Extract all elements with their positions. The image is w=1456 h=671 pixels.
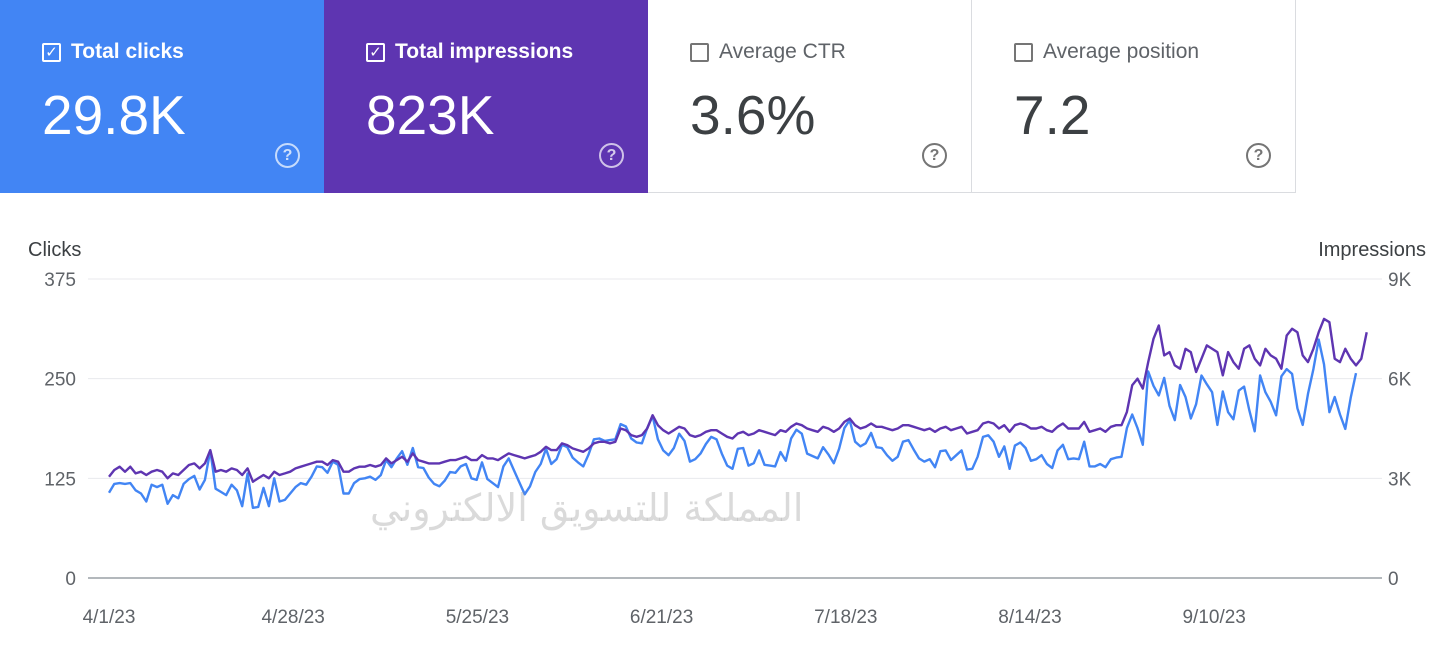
axis-ticks: 375 250 125 0 9K 6K 3K 0 4/1/23 4/28/23 5/25/23 6/2… [44, 270, 1411, 628]
card-label: Total clicks [71, 40, 184, 63]
average-position-card[interactable]: Average position 7.2 ? [972, 0, 1296, 193]
help-circle-icon[interactable]: ? [1246, 143, 1271, 168]
y-left-tick-label: 0 [65, 569, 76, 590]
card-header: ✓ Total impressions [366, 40, 573, 64]
card-value: 3.6% [690, 84, 816, 146]
y-left-tick-label: 250 [44, 370, 76, 391]
help-circle-icon[interactable]: ? [275, 143, 300, 168]
card-label: Average CTR [719, 40, 846, 63]
checkbox-checked-icon[interactable]: ✓ [366, 42, 385, 62]
performance-chart: Clicks Impressions 375 250 125 0 9K 6K 3K 0 4/1/… [28, 239, 1426, 628]
card-label: Total impressions [395, 40, 574, 63]
total-clicks-card[interactable]: ✓ Total clicks 29.8K ? [0, 0, 324, 193]
x-tick-label: 5/25/23 [446, 607, 509, 628]
checkbox-unchecked-icon[interactable] [690, 42, 709, 62]
series-line-impressions [108, 317, 1368, 483]
help-circle-icon[interactable]: ? [599, 143, 624, 168]
x-tick-label: 8/14/23 [998, 607, 1061, 628]
card-header: Average position [1014, 40, 1199, 64]
card-header: Average CTR [690, 40, 846, 64]
series-line-clicks [107, 338, 1358, 509]
y-left-tick-label: 375 [44, 270, 76, 291]
card-value: 823K [366, 84, 495, 146]
y-right-tick-label: 3K [1388, 469, 1412, 490]
card-header: ✓ Total clicks [42, 40, 184, 64]
card-value: 29.8K [42, 84, 186, 146]
total-impressions-card[interactable]: ✓ Total impressions 823K ? [324, 0, 648, 193]
card-value: 7.2 [1014, 84, 1091, 146]
x-tick-label: 9/10/23 [1182, 607, 1245, 628]
y-left-axis-title: Clicks [28, 239, 81, 261]
grid-lines [88, 278, 1382, 579]
y-right-tick-label: 9K [1388, 270, 1412, 291]
metric-cards: ✓ Total clicks 29.8K ? ✓ Total impressio… [0, 0, 1296, 193]
card-label: Average position [1043, 40, 1200, 63]
y-right-tick-label: 0 [1388, 569, 1399, 590]
y-right-axis-title: Impressions [1318, 239, 1426, 261]
x-tick-label: 6/21/23 [630, 607, 693, 628]
x-tick-label: 4/28/23 [261, 607, 324, 628]
series-lines [107, 317, 1368, 509]
x-tick-label: 4/1/23 [83, 607, 136, 628]
y-left-tick-label: 125 [44, 469, 76, 490]
help-circle-icon[interactable]: ? [922, 143, 947, 168]
y-right-tick-label: 6K [1388, 370, 1412, 391]
average-ctr-card[interactable]: Average CTR 3.6% ? [648, 0, 972, 193]
checkbox-checked-icon[interactable]: ✓ [42, 42, 61, 62]
watermark-text: المملكة للتسويق الالكتروني [370, 486, 804, 530]
checkbox-unchecked-icon[interactable] [1014, 42, 1033, 62]
x-tick-label: 7/18/23 [814, 607, 877, 628]
